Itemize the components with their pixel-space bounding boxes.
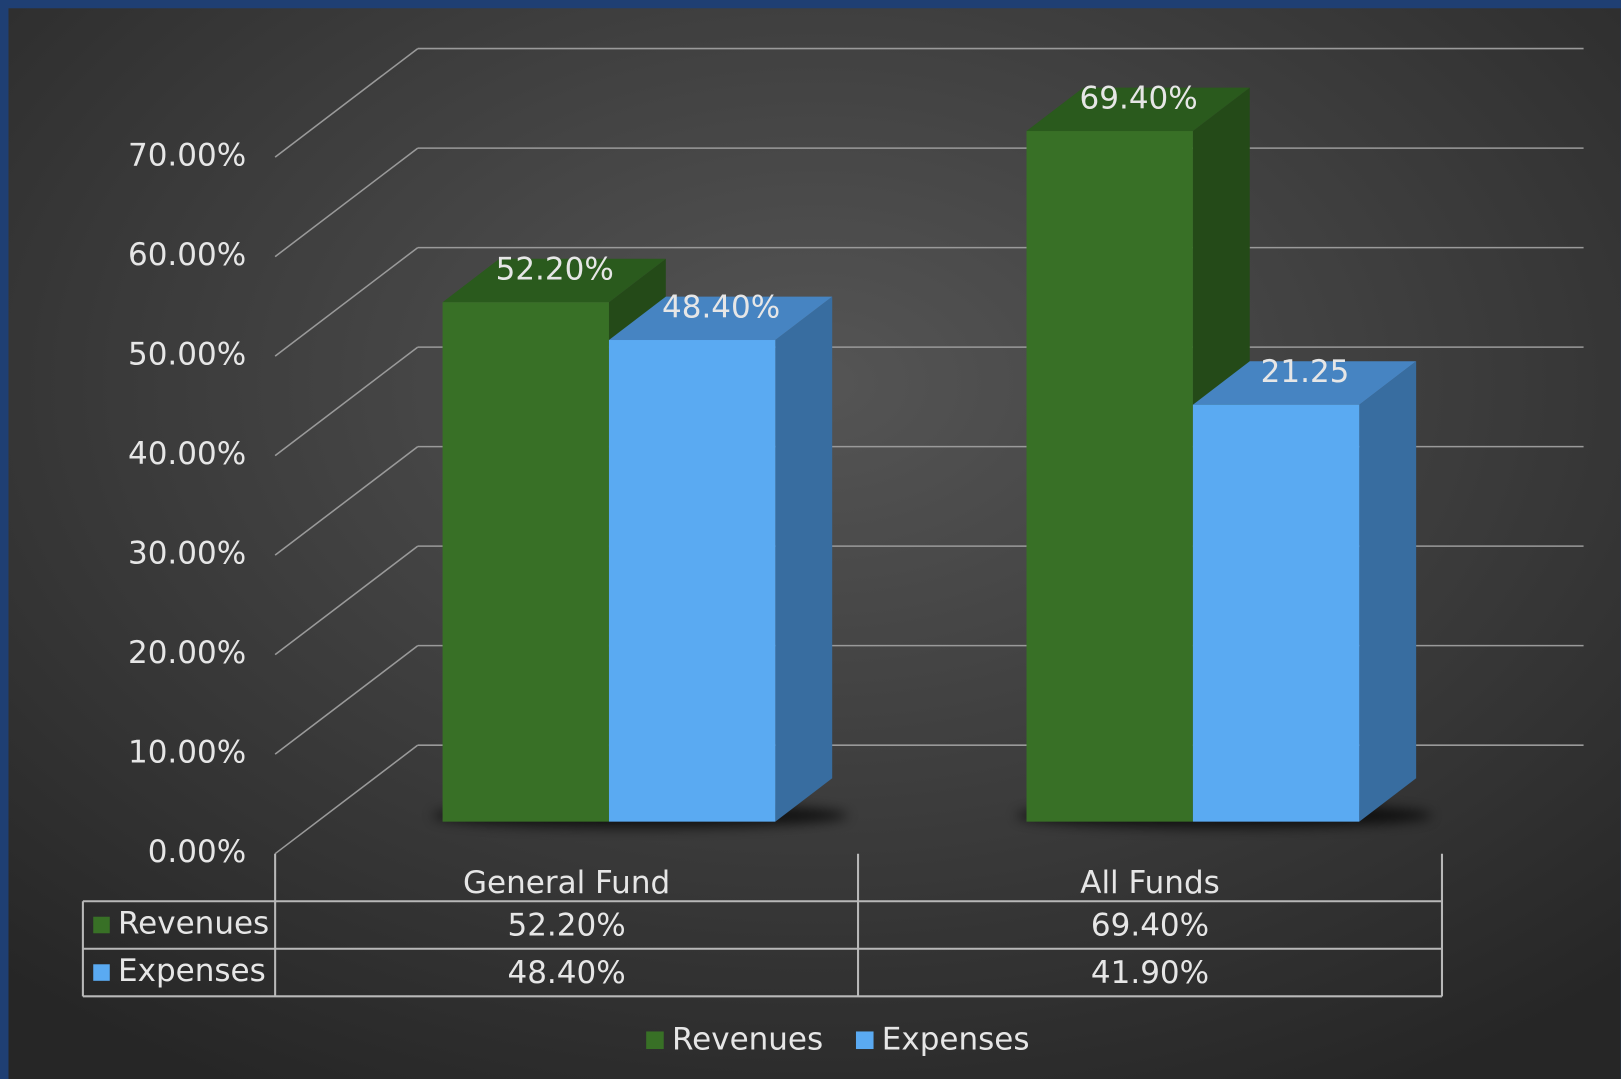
grid-line	[274, 47, 419, 158]
x-tick-label: All Funds	[1080, 865, 1220, 901]
grid-line	[274, 147, 419, 258]
y-tick-label: 40.00%	[128, 436, 246, 472]
grid-line	[274, 346, 419, 457]
bar-top	[442, 258, 666, 303]
bar-top	[1026, 87, 1250, 132]
bar-top	[1192, 361, 1417, 405]
legend-key	[646, 1031, 664, 1050]
table-legend-key	[93, 916, 110, 934]
legend-key	[855, 1031, 874, 1050]
bar-top	[608, 296, 833, 341]
y-tick-label: 10.00%	[128, 735, 246, 771]
grid-line	[274, 744, 419, 855]
bar	[1026, 131, 1193, 822]
y-tick-label: 60.00%	[128, 237, 246, 273]
y-tick-label: 50.00%	[128, 337, 246, 373]
table-row-label: Expenses	[118, 953, 266, 989]
data-label: 52.20%	[496, 252, 614, 288]
table-cell: 52.20%	[507, 908, 625, 944]
table-legend-key	[93, 964, 110, 981]
y-tick-label: 20.00%	[128, 635, 246, 671]
y-tick-label: 0.00%	[148, 834, 246, 870]
bar	[442, 302, 609, 822]
table-cell: 48.40%	[507, 955, 625, 991]
x-tick-label: General Fund	[463, 865, 670, 901]
grid-line	[274, 545, 419, 656]
legend-label: Revenues	[672, 1021, 823, 1057]
bar-side	[1359, 361, 1417, 822]
table-cell: 69.40%	[1091, 908, 1209, 944]
grid-line	[274, 645, 419, 755]
y-tick-label: 30.00%	[128, 536, 246, 572]
grid-line	[274, 446, 419, 556]
table-cell: 41.90%	[1091, 955, 1209, 991]
grid-line	[274, 246, 419, 357]
data-label: 69.40%	[1080, 81, 1198, 117]
data-label: 21.25	[1261, 354, 1350, 390]
y-tick-label: 70.00%	[128, 138, 246, 174]
bar	[1192, 404, 1360, 822]
bar-side	[775, 296, 833, 822]
data-label: 48.40%	[662, 290, 780, 326]
table-row-label: Revenues	[118, 906, 269, 942]
bar	[608, 340, 776, 822]
legend-label: Expenses	[882, 1021, 1030, 1057]
